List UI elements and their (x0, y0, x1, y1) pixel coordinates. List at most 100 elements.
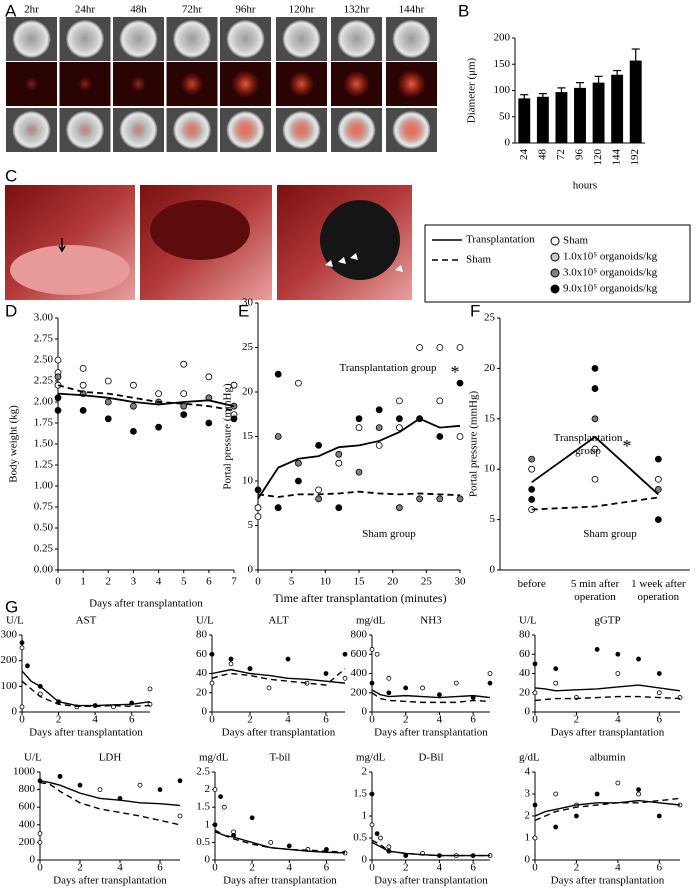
data-point (355, 415, 363, 423)
data-point (378, 835, 383, 841)
y-tick-label: 0 (525, 854, 531, 866)
data-point (386, 690, 392, 696)
series-line (257, 490, 461, 498)
y-tick-label: 2 (525, 810, 531, 822)
data-point (456, 495, 464, 503)
dish (226, 20, 265, 58)
x-tick-label: 6 (324, 862, 330, 874)
x-tick-label: 2 (56, 714, 62, 726)
x-tick-label: 2 (574, 714, 580, 726)
x-tick-label: 1 (80, 576, 86, 588)
fluorescence (77, 76, 93, 92)
data-point (104, 415, 112, 423)
data-point (374, 831, 380, 836)
y-tick-label: 1.25 (34, 459, 54, 471)
y-axis-label: U/L (6, 615, 24, 627)
data-point (615, 780, 621, 786)
y-tick-label: 60 (196, 648, 208, 660)
x-tick-label: 96 (574, 149, 586, 161)
data-point (436, 397, 444, 405)
y-tick-label: 1.5 (353, 788, 367, 800)
data-point (395, 424, 403, 432)
x-axis-label: Days after transplantation (374, 875, 488, 887)
x-tick-label: 3 (131, 576, 137, 588)
data-point (487, 671, 493, 676)
y-tick-label: 0.50 (34, 522, 54, 534)
y-tick-label: 25 (484, 312, 496, 324)
data-point (157, 787, 163, 792)
data-point (54, 406, 62, 414)
data-point (335, 450, 343, 458)
x-tick-label: 2 (403, 714, 409, 726)
y-tick-label: 0 (205, 854, 211, 866)
y-tick-label: 15 (484, 412, 496, 424)
y-tick-label: 2.75 (34, 333, 54, 345)
data-point (574, 813, 579, 819)
x-tick-label: 0 (212, 862, 218, 874)
y-tick-label: 800 (19, 783, 36, 795)
chart-title: gGTP (594, 615, 620, 627)
data-point (19, 704, 25, 710)
y-tick-label: 400 (19, 818, 36, 830)
data-point (247, 666, 253, 672)
y-tick-label: 600 (19, 801, 36, 813)
chart-title: LDH (99, 752, 122, 764)
x-tick-label: 30 (455, 576, 467, 588)
y-axis-label: mg/dL (199, 752, 229, 764)
fluorescence (397, 115, 426, 145)
y-tick-label: 25 (242, 341, 254, 353)
x-tick-label: 0 (209, 714, 215, 726)
y-tick-label: 0.5 (353, 832, 367, 844)
time-label: 2hr (24, 4, 39, 16)
y-tick-label: 15 (242, 430, 254, 442)
data-point (615, 671, 621, 676)
y-tick-label: 1.5 (196, 801, 210, 813)
y-axis-label: Portal pressure (mmHg) (222, 383, 234, 490)
fluorescence (288, 71, 315, 97)
data-point (137, 782, 143, 788)
x-tick-label: 2 (247, 714, 253, 726)
data-point (180, 390, 188, 398)
x-tick-label: before (517, 578, 546, 590)
data-point (654, 475, 662, 483)
x-tick-label: 6 (470, 862, 476, 874)
y-tick-label: 0 (362, 706, 368, 718)
data-point (636, 656, 641, 662)
data-point (395, 397, 403, 405)
data-point (254, 504, 262, 512)
y-tick-label: 2.50 (34, 354, 54, 366)
x-tick-label: 0 (369, 862, 375, 874)
x-tick-label: 0 (532, 862, 538, 874)
data-point (436, 495, 444, 503)
y-tick-label: 1 (205, 818, 211, 830)
x-tick-label: 72 (555, 149, 567, 160)
x-tick-label: 2 (249, 862, 255, 874)
data-point (594, 791, 600, 797)
legend-marker (550, 284, 560, 294)
y-tick-label: 10 (484, 463, 496, 475)
time-label: 24hr (75, 4, 96, 16)
data-point (369, 647, 375, 652)
x-tick-label: 120 (592, 149, 604, 166)
y-tick-label: 150 (494, 58, 511, 70)
x-tick-label: 24 (518, 149, 530, 161)
dish (119, 20, 158, 58)
y-axis-label: U/L (196, 615, 214, 627)
x-axis-label: Days after transplantation (223, 875, 337, 887)
time-label: 132hr (344, 4, 370, 16)
y-tick-label: 2 (362, 766, 368, 778)
fluorescence (24, 123, 39, 137)
data-point (656, 813, 662, 819)
data-point (323, 671, 329, 676)
data-point (386, 844, 392, 850)
x-axis-label: Days after transplantation (29, 727, 143, 739)
data-point (395, 504, 403, 512)
data-point (37, 840, 43, 845)
x-tick-label: 20 (387, 576, 399, 588)
y-axis-label: U/L (24, 752, 42, 764)
y-tick-label: 600 (351, 648, 368, 660)
legend-marker (550, 236, 560, 246)
data-point (532, 835, 538, 841)
y-tick-label: 1.50 (34, 438, 54, 450)
y-tick-label: 0 (202, 706, 208, 718)
